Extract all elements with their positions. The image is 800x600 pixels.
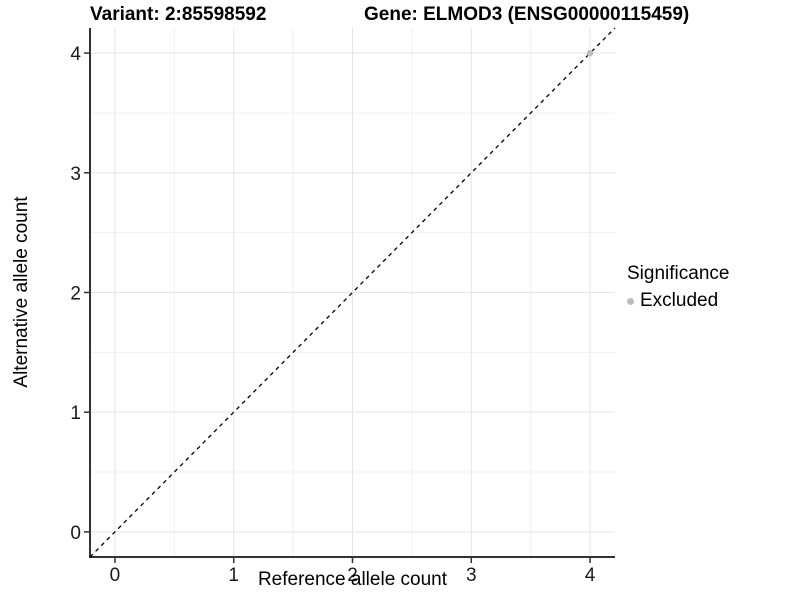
x-tick-label: 4 (585, 565, 596, 586)
x-tick-label: 2 (347, 565, 358, 586)
y-axis-title: Alternative allele count (11, 196, 32, 388)
legend-title: Significance (627, 263, 730, 284)
legend-entry-label: Excluded (640, 290, 719, 311)
y-tick-label: 0 (70, 523, 81, 544)
y-tick-label: 1 (70, 403, 81, 424)
legend: Significance Excluded (627, 263, 729, 312)
data-point-excluded (586, 49, 594, 57)
plot-title-variant: Variant: 2:85598592 (90, 4, 267, 25)
x-tick-label: 0 (110, 565, 121, 586)
y-tick-label: 3 (70, 164, 81, 185)
plot-title-gene: Gene: ELMOD3 (ENSG00000115459) (364, 4, 690, 25)
y-tick-label: 2 (70, 284, 81, 305)
x-tick-label: 1 (228, 565, 239, 586)
x-tick-label: 3 (466, 565, 477, 586)
legend-point-icon (627, 297, 634, 305)
y-tick-label: 4 (70, 44, 81, 65)
legend-entry-excluded: Excluded (627, 290, 729, 312)
x-axis-title: Reference allele count (257, 569, 448, 590)
